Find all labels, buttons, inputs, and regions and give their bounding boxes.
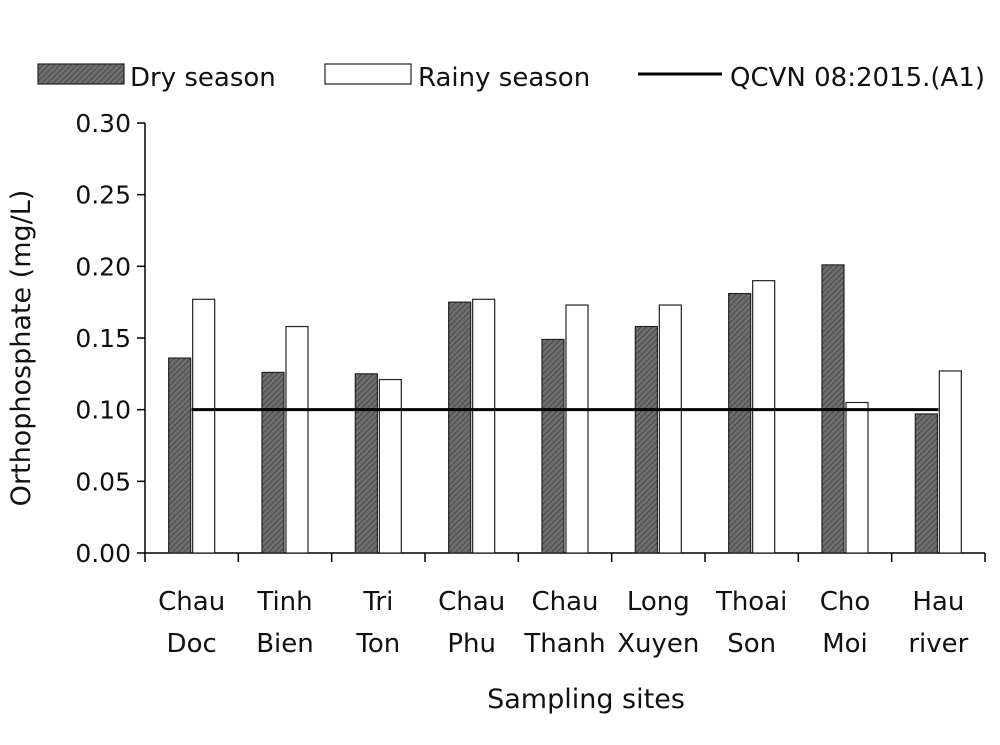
bar-dry-season-hau-river [914, 413, 938, 554]
x-category-label: Hau [912, 587, 964, 617]
bar-rainy-season-hau-river [938, 370, 962, 554]
y-tick-label: 0.25 [75, 181, 131, 210]
legend-swatch-rainy-season [324, 63, 412, 85]
y-axis-title: Orthophosphate (mg/L) [6, 190, 37, 507]
x-axis-ticks [144, 553, 986, 562]
bar-rainy-season-thoai-son [752, 280, 776, 554]
legend: Dry season Rainy season QCVN 08:2015.(A1… [37, 63, 985, 93]
x-category-label: Thanh [523, 629, 605, 659]
x-category-label: river [908, 629, 968, 659]
y-tick-label: 0.20 [75, 252, 131, 281]
x-category-label: Chau [531, 587, 598, 617]
bar-rainy-season-long-xuyen [658, 304, 682, 554]
legend-label-reference-line: QCVN 08:2015.(A1) [730, 63, 985, 93]
bar-rainy-season-cho-moi [845, 401, 869, 554]
legend-label-rainy-season: Rainy season [418, 63, 590, 93]
y-axis-ticks: 0.00 0.05 0.10 0.15 0.20 0.25 0.30 [75, 109, 145, 568]
bar-dry-season-chau-thanh [541, 338, 565, 554]
x-category-label: Ton [355, 629, 400, 659]
bar-dry-season-tri-ton [354, 373, 378, 554]
bar-dry-season-thoai-son [728, 292, 752, 554]
bar-dry-season-chau-doc [168, 357, 192, 554]
bar-dry-season-tinh-bien [261, 371, 285, 554]
y-tick-label: 0.15 [75, 324, 131, 353]
bar-rainy-season-chau-phu [472, 298, 496, 554]
bar-rainy-season-chau-thanh [565, 304, 589, 554]
bar-dry-season-chau-phu [448, 301, 472, 554]
bar-dry-season-long-xuyen [634, 325, 658, 554]
x-category-label: Tri [362, 587, 393, 617]
x-category-label: Bien [256, 629, 314, 659]
y-tick-label: 0.30 [75, 109, 131, 138]
x-category-label: Chau [438, 587, 505, 617]
y-tick-label: 0.00 [75, 539, 131, 568]
x-category-label: Cho [820, 587, 871, 617]
x-category-label: Moi [822, 629, 868, 659]
y-tick-label: 0.05 [75, 467, 131, 496]
bars-group [168, 264, 962, 554]
x-category-label: Chau [158, 587, 225, 617]
x-category-label: Tinh [256, 587, 312, 617]
x-category-label: Long [627, 587, 690, 617]
x-category-label: Thoai [715, 587, 787, 617]
x-axis-title: Sampling sites [487, 684, 685, 715]
bar-rainy-season-tri-ton [378, 378, 402, 554]
bar-rainy-season-tinh-bien [285, 325, 309, 554]
x-category-label: Xuyen [617, 629, 699, 659]
x-category-label: Doc [167, 629, 217, 659]
x-axis-category-labels: Chau Doc Tinh Bien Tri Ton Chau Phu Chau Thanh Lon… [158, 587, 968, 659]
x-category-label: Son [727, 629, 776, 659]
x-category-label: Phu [447, 629, 496, 659]
legend-swatch-dry-season [37, 63, 125, 85]
y-tick-label: 0.10 [75, 396, 131, 425]
bar-rainy-season-chau-doc [192, 298, 216, 554]
legend-label-dry-season: Dry season [130, 63, 276, 93]
